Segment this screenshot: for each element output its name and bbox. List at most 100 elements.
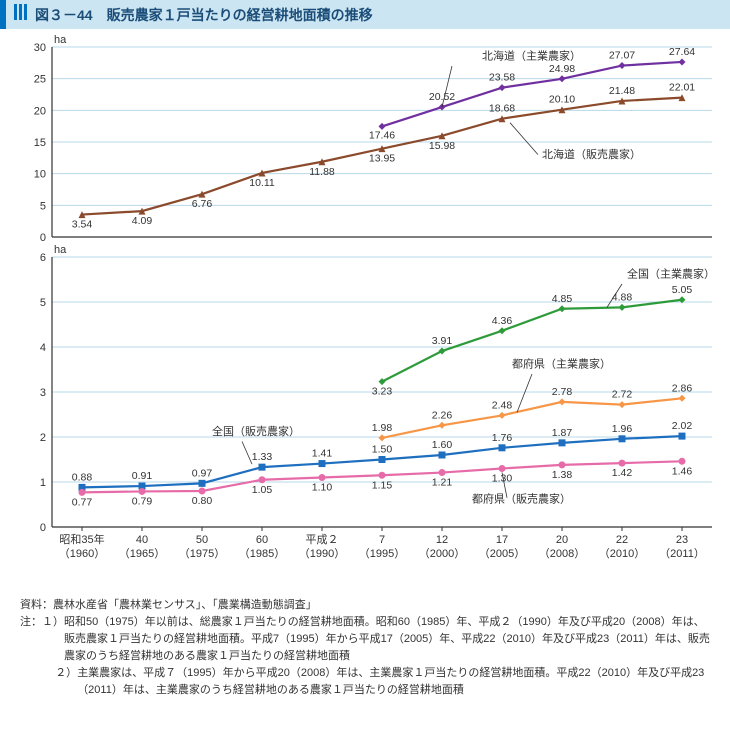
svg-text:0: 0 bbox=[40, 232, 46, 244]
svg-text:4.36: 4.36 bbox=[492, 315, 513, 327]
svg-text:0.97: 0.97 bbox=[192, 467, 213, 479]
note1-text: 昭和50（1975）年以前は、総農家１戸当たりの経営耕地面積。昭和60（1985… bbox=[64, 614, 710, 665]
svg-text:1.87: 1.87 bbox=[552, 427, 573, 439]
svg-text:10.11: 10.11 bbox=[249, 177, 275, 189]
svg-text:27.07: 27.07 bbox=[609, 50, 635, 62]
svg-text:1.38: 1.38 bbox=[552, 469, 573, 481]
svg-text:0.79: 0.79 bbox=[132, 495, 153, 507]
svg-text:2.48: 2.48 bbox=[492, 399, 513, 411]
svg-text:（1990）: （1990） bbox=[299, 547, 345, 560]
svg-text:4: 4 bbox=[40, 342, 46, 354]
svg-text:0.88: 0.88 bbox=[72, 471, 93, 483]
svg-text:3.54: 3.54 bbox=[72, 219, 93, 231]
svg-text:北海道（主業農家）: 北海道（主業農家） bbox=[482, 49, 581, 63]
svg-text:2.86: 2.86 bbox=[672, 382, 693, 394]
svg-text:4.09: 4.09 bbox=[132, 215, 153, 227]
footnotes: 資料： 農林水産省「農林業センサス」、「農業構造動態調査」 注： １） 昭和50… bbox=[0, 589, 730, 711]
svg-text:22.01: 22.01 bbox=[669, 82, 695, 94]
svg-text:（2000）: （2000） bbox=[419, 547, 465, 560]
svg-text:50: 50 bbox=[196, 534, 208, 546]
svg-text:12: 12 bbox=[436, 534, 448, 546]
svg-text:全国（主業農家）: 全国（主業農家） bbox=[627, 266, 715, 280]
svg-text:40: 40 bbox=[136, 534, 148, 546]
note-label: 注： bbox=[20, 614, 42, 665]
svg-text:22: 22 bbox=[616, 534, 628, 546]
svg-text:0: 0 bbox=[40, 522, 46, 534]
svg-text:都府県（主業農家）: 都府県（主業農家） bbox=[512, 356, 611, 370]
svg-text:1.76: 1.76 bbox=[492, 432, 513, 444]
svg-text:0.77: 0.77 bbox=[72, 496, 93, 508]
svg-text:1.15: 1.15 bbox=[372, 479, 393, 491]
svg-text:1.50: 1.50 bbox=[372, 444, 393, 456]
svg-text:3.91: 3.91 bbox=[432, 335, 453, 347]
svg-text:4.88: 4.88 bbox=[612, 291, 633, 303]
svg-text:1: 1 bbox=[40, 477, 46, 489]
chart-svg: 051015202530ha17.4620.5223.5824.9827.072… bbox=[0, 29, 730, 589]
figure-title: 図３－44 販売農家１戸当たりの経営耕地面積の推移 bbox=[35, 5, 373, 25]
svg-text:30: 30 bbox=[34, 42, 46, 54]
svg-text:60: 60 bbox=[256, 534, 268, 546]
svg-text:1.41: 1.41 bbox=[312, 448, 333, 460]
note1-num: １） bbox=[42, 614, 64, 665]
svg-text:21.48: 21.48 bbox=[609, 85, 635, 97]
svg-text:11.88: 11.88 bbox=[309, 166, 335, 178]
svg-text:20.52: 20.52 bbox=[429, 91, 455, 103]
svg-text:都府県（販売農家）: 都府県（販売農家） bbox=[472, 491, 571, 505]
svg-text:（1975）: （1975） bbox=[179, 547, 225, 560]
title-accent-marks bbox=[14, 4, 29, 25]
svg-text:1.42: 1.42 bbox=[612, 467, 633, 479]
svg-text:6.76: 6.76 bbox=[192, 198, 213, 210]
svg-text:27.64: 27.64 bbox=[669, 46, 695, 58]
svg-text:5: 5 bbox=[40, 200, 46, 212]
svg-text:2: 2 bbox=[40, 432, 46, 444]
svg-text:1.10: 1.10 bbox=[312, 482, 333, 494]
svg-text:（2005）: （2005） bbox=[479, 547, 525, 560]
svg-text:24.98: 24.98 bbox=[549, 63, 575, 75]
svg-text:17: 17 bbox=[496, 534, 508, 546]
svg-text:2.02: 2.02 bbox=[672, 420, 693, 432]
svg-text:1.60: 1.60 bbox=[432, 439, 453, 451]
svg-text:（1960）: （1960） bbox=[59, 547, 105, 560]
source-text: 農林水産省「農林業センサス」、「農業構造動態調査」 bbox=[53, 597, 710, 614]
note2-text: 主業農家は、平成７（1995）年から平成20（2008）年は、主業農家１戸当たり… bbox=[77, 665, 710, 699]
svg-text:1.05: 1.05 bbox=[252, 484, 273, 496]
svg-text:1.21: 1.21 bbox=[432, 477, 453, 489]
svg-text:23.58: 23.58 bbox=[489, 72, 515, 84]
svg-text:2.72: 2.72 bbox=[612, 389, 633, 401]
svg-text:15: 15 bbox=[34, 137, 46, 149]
svg-text:ha: ha bbox=[54, 244, 67, 256]
svg-text:13.95: 13.95 bbox=[369, 153, 395, 165]
note2-num: ２） bbox=[20, 665, 77, 699]
figure-title-bar: 図３－44 販売農家１戸当たりの経営耕地面積の推移 bbox=[0, 0, 730, 29]
svg-text:0.80: 0.80 bbox=[192, 495, 213, 507]
svg-text:（2008）: （2008） bbox=[539, 547, 585, 560]
svg-text:（2011）: （2011） bbox=[659, 547, 705, 560]
svg-text:2.26: 2.26 bbox=[432, 409, 453, 421]
svg-text:（1965）: （1965） bbox=[119, 547, 165, 560]
svg-text:20: 20 bbox=[556, 534, 568, 546]
svg-text:7: 7 bbox=[379, 534, 385, 546]
svg-text:3.23: 3.23 bbox=[372, 386, 393, 398]
svg-text:（1995）: （1995） bbox=[359, 547, 405, 560]
svg-text:25: 25 bbox=[34, 74, 46, 86]
svg-text:1.96: 1.96 bbox=[612, 423, 633, 435]
svg-text:18.68: 18.68 bbox=[489, 103, 515, 115]
svg-text:1.46: 1.46 bbox=[672, 465, 693, 477]
svg-text:昭和35年: 昭和35年 bbox=[59, 532, 104, 546]
source-label: 資料： bbox=[20, 597, 53, 614]
svg-text:5.05: 5.05 bbox=[672, 284, 693, 296]
svg-text:（2010）: （2010） bbox=[599, 547, 645, 560]
svg-text:平成２: 平成２ bbox=[306, 533, 339, 546]
svg-text:ha: ha bbox=[54, 34, 67, 46]
svg-text:北海道（販売農家）: 北海道（販売農家） bbox=[542, 147, 641, 161]
svg-text:1.98: 1.98 bbox=[372, 422, 393, 434]
svg-text:10: 10 bbox=[34, 169, 46, 181]
svg-text:5: 5 bbox=[40, 297, 46, 309]
svg-text:6: 6 bbox=[40, 252, 46, 264]
svg-text:4.85: 4.85 bbox=[552, 293, 573, 305]
svg-text:2.78: 2.78 bbox=[552, 386, 573, 398]
svg-text:全国（販売農家）: 全国（販売農家） bbox=[212, 424, 300, 438]
svg-text:15.98: 15.98 bbox=[429, 140, 455, 152]
svg-text:（1985）: （1985） bbox=[239, 547, 285, 560]
svg-text:23: 23 bbox=[676, 534, 688, 546]
